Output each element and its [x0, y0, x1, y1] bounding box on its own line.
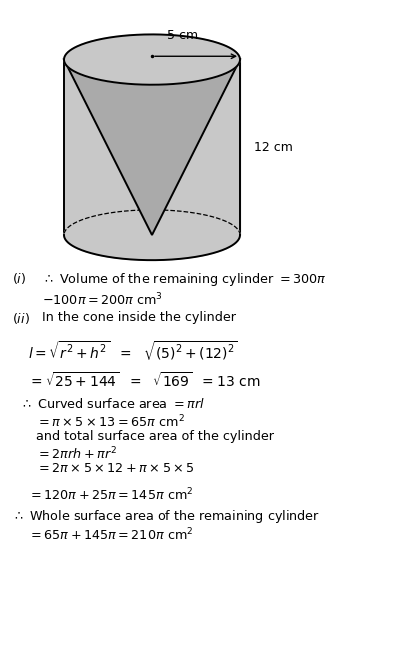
Text: $= 65\pi + 145\pi = 210\pi\ \mathrm{cm}^2$: $= 65\pi + 145\pi = 210\pi\ \mathrm{cm}^…: [28, 526, 193, 543]
Text: $= \pi \times 5 \times 13 = 65\pi\ \mathrm{cm}^2$: $= \pi \times 5 \times 13 = 65\pi\ \math…: [36, 414, 185, 430]
Text: $\therefore$ Curved surface area $= \pi rl$: $\therefore$ Curved surface area $= \pi …: [20, 397, 205, 411]
Polygon shape: [64, 210, 240, 260]
Text: 5 cm: 5 cm: [167, 28, 198, 42]
Text: $= 2\pi rh + \pi r^2$: $= 2\pi rh + \pi r^2$: [36, 446, 117, 463]
Text: $l = \sqrt{r^2 + h^2}\ \ =\ \ \sqrt{(5)^2 + (12)^2}$: $l = \sqrt{r^2 + h^2}\ \ =\ \ \sqrt{(5)^…: [28, 339, 238, 363]
Text: In the cone inside the cylinder: In the cone inside the cylinder: [42, 311, 236, 324]
Text: $- 100\pi = 200\pi$ cm$^3$: $- 100\pi = 200\pi$ cm$^3$: [42, 291, 163, 308]
Text: and total surface area of the cylinder: and total surface area of the cylinder: [36, 430, 274, 444]
Polygon shape: [64, 60, 240, 235]
Text: $= \sqrt{25+144}\ \ =\ \ \sqrt{169}\ \ = 13\ \mathrm{cm}$: $= \sqrt{25+144}\ \ =\ \ \sqrt{169}\ \ =…: [28, 371, 260, 390]
Text: $(i)$: $(i)$: [12, 271, 26, 287]
Text: $(ii)$: $(ii)$: [12, 311, 30, 326]
Polygon shape: [64, 60, 240, 235]
Text: $\therefore$ Volume of the remaining cylinder $= 300\pi$: $\therefore$ Volume of the remaining cyl…: [42, 271, 326, 289]
Text: $= 120\pi + 25\pi = 145\pi\ \mathrm{cm}^2$: $= 120\pi + 25\pi = 145\pi\ \mathrm{cm}^…: [28, 487, 193, 503]
Text: $\therefore$ Whole surface area of the remaining cylinder: $\therefore$ Whole surface area of the r…: [12, 508, 320, 526]
Text: $= 2\pi \times 5 \times 12 + \pi \times 5 \times 5$: $= 2\pi \times 5 \times 12 + \pi \times …: [36, 462, 195, 475]
Polygon shape: [64, 34, 240, 85]
Text: 12 cm: 12 cm: [254, 141, 293, 154]
